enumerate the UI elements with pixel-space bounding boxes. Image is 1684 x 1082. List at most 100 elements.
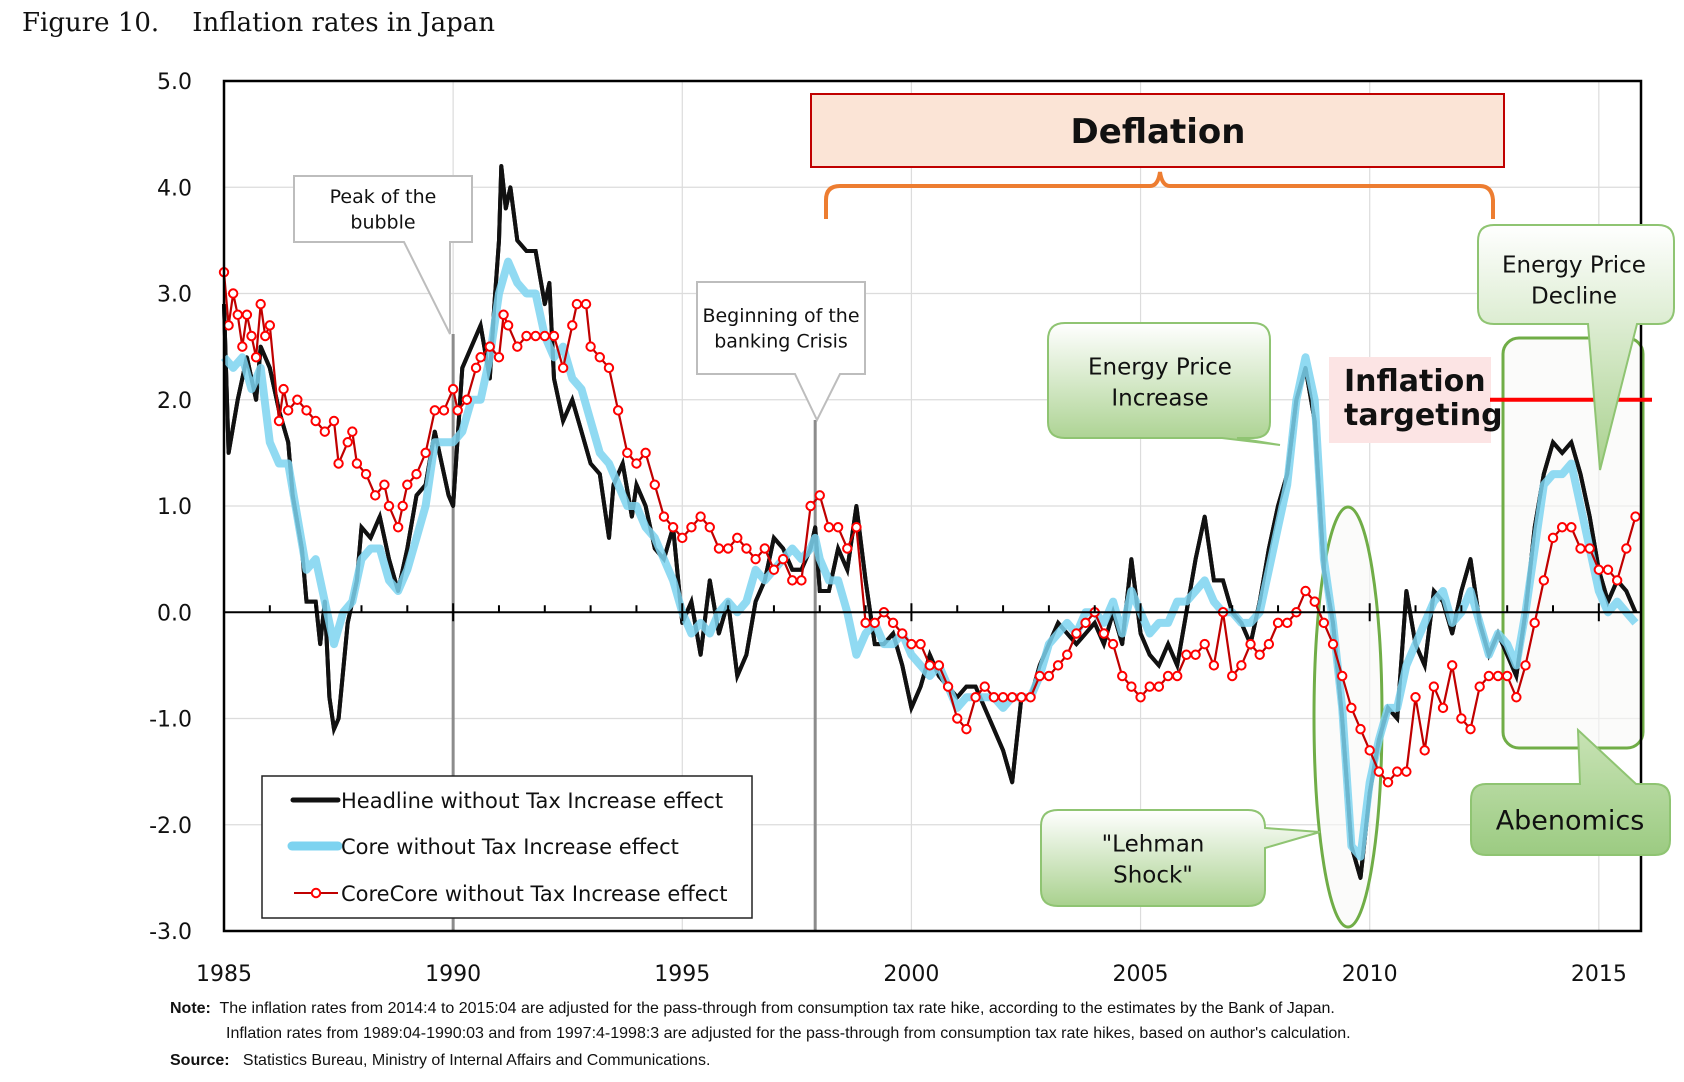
inflation-targeting-label-2: targeting [1344,398,1503,433]
corecore-point [961,723,972,735]
note-line-2: Inflation rates from 1989:04-1990:03 and… [226,1025,1351,1043]
corecore-point [452,405,463,416]
corecore-point [1437,702,1449,714]
figure-title: Figure 10. Inflation rates in Japan [22,8,496,38]
energy-decline-text: Decline [1531,284,1617,310]
corecore-point [548,330,560,342]
corecore-point [1318,617,1330,629]
energy-increase-text: Energy Price [1088,355,1232,381]
corecore-point [1492,670,1504,682]
corecore-point [1172,670,1183,682]
inflation-chart: Deflation 5.0 4.0 3.0 2.0 1.0 0.0 -1.0 -2.0 -3.0… [149,70,1675,987]
corecore-point [988,692,1000,703]
corecore-point [1575,543,1586,554]
banking-callout-text: Beginning of the [702,305,859,327]
corecore-point [521,330,532,342]
corecore-point [260,330,271,342]
corecore-point [1117,670,1128,682]
corecore-point [658,511,670,522]
corecore-point [631,458,642,469]
corecore-point [942,681,954,692]
corecore-point [1263,638,1275,650]
corecore-point [1520,660,1531,671]
corecore-point [1098,628,1110,639]
corecore-point [557,362,569,374]
corecore-point [1208,660,1220,671]
corecore-point [777,553,789,565]
note-label: Note: [170,1000,211,1017]
corecore-point [1327,638,1339,650]
corecore-point [1272,617,1284,629]
corecore-point [1501,670,1513,682]
corecore-point [768,564,780,575]
corecore-point [1511,692,1522,703]
corecore-point [342,437,353,448]
corecore-point [1373,766,1385,777]
corecore-point [1529,617,1540,629]
corecore-point [1391,766,1403,777]
abenomics-callout [1470,727,1671,856]
corecore-point [282,405,294,416]
corecore-point [906,638,917,650]
source-line: Source: Statistics Bureau, Ministry of I… [170,1052,710,1070]
lehman-callout [1040,809,1321,907]
corecore-point [1007,692,1018,703]
corecore-point [832,522,844,533]
corecore-point [1135,692,1146,703]
corecore-point [704,522,715,533]
corecore-point [397,500,408,512]
corecore-point [402,479,413,490]
corecore-point [250,352,262,363]
corecore-point [1456,713,1467,724]
corecore-point [805,500,816,512]
y-tick-label: 1.0 [157,495,192,520]
corecore-point [1052,660,1064,671]
corecore-point [237,341,248,352]
corecore-point [1162,670,1174,682]
corecore-point [1016,692,1027,703]
deflation-label: Deflation [1071,112,1246,152]
corecore-point [255,298,266,310]
bubble-callout [293,175,473,335]
corecore-point [484,341,496,352]
deflation-brace [824,171,1495,219]
banking-callout [696,281,866,423]
corecore-point [502,320,514,331]
corecore-point [1465,723,1476,735]
y-tick-label: 2.0 [157,389,192,414]
corecore-point [498,309,509,320]
energy-decline-text: Energy Price [1502,253,1646,279]
x-tick-label: 2010 [1342,962,1398,987]
source-label: Source: [170,1052,230,1069]
source-text: Statistics Bureau, Ministry of Internal … [242,1052,711,1069]
corecore-point [379,479,390,490]
corecore-point [328,415,340,427]
series-line-core [220,257,1639,861]
corecore-point [1621,543,1632,554]
corecore-point [227,288,239,299]
banking-callout-text: banking Crisis [714,330,848,352]
corecore-point [1199,638,1210,650]
corecore-point [603,362,615,374]
corecore-point [493,352,505,363]
corecore-point [677,532,688,544]
corecore-point [933,660,945,671]
energy-decline-callout [1477,224,1675,471]
corecore-point [594,352,605,363]
corecore-point [571,298,583,310]
note-text-2: Inflation rates from 1989:04-1990:03 and… [226,1025,1351,1042]
corecore-point [1282,617,1293,629]
corecore-point [1446,660,1458,671]
legend-swatch-corecore-marker [310,887,322,899]
corecore-point [273,415,285,427]
corecore-point [470,362,482,374]
corecore-point [1144,681,1155,692]
corecore-point [686,522,697,533]
corecore-point [232,309,243,320]
corecore-point [438,405,450,416]
corecore-point [695,511,706,522]
corecore-point [580,298,592,310]
corecore-point [1428,681,1440,692]
